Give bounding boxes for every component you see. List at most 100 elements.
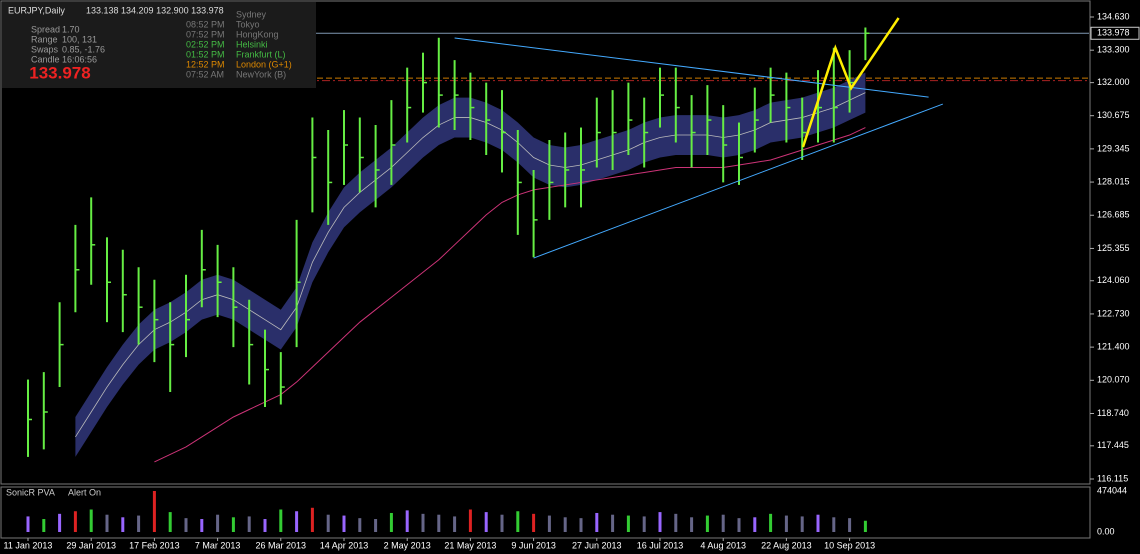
volume-title: SonicR PVA [6,487,55,497]
info-value: 0.85, -1.76 [62,44,105,54]
y-tick-label: 134.630 [1097,11,1130,21]
info-value: 1.70 [62,24,80,34]
volume-bar [358,518,362,532]
volume-bar [437,514,441,532]
volume-bar [800,516,804,532]
volume-bar [674,513,678,532]
volume-bar [532,513,536,532]
x-tick-label: 4 Aug 2013 [700,540,746,550]
x-tick-label: 26 Mar 2013 [256,540,307,550]
x-tick-label: 29 Jan 2013 [66,540,116,550]
trendline [533,103,943,259]
info-label: Candle [31,54,60,64]
volume-bar [705,515,709,532]
volume-bar [658,512,662,532]
y-tick-label: 122.730 [1097,308,1130,318]
info-value: 100, 131 [62,34,97,44]
volume-bar [816,514,820,532]
volume-bar [832,517,836,532]
session-time: 07:52 AM [186,69,224,79]
volume-bar [58,513,62,532]
volume-bar [516,511,520,532]
ohlc-header: 133.138 134.209 132.900 133.978 [86,5,224,15]
volume-bar [863,520,867,532]
volume-bar [326,514,330,532]
session-name: Sydney [236,9,267,19]
volume-bar [152,491,156,532]
volume-bar [595,512,599,532]
session-name: Helsinki [236,39,268,49]
volume-bar [642,516,646,532]
volume-bar [137,515,141,532]
volume-bar [453,516,457,532]
volume-bar [468,509,472,532]
x-tick-label: 14 Apr 2013 [320,540,369,550]
y-tick-label: 121.400 [1097,341,1130,351]
x-axis-strip [0,539,1090,554]
y-tick-label: 120.070 [1097,375,1130,385]
price-frame [0,0,1091,485]
volume-bar [168,512,172,532]
volume-alert: Alert On [68,487,101,497]
volume-bar [231,517,235,532]
volume-tick-label: 0.00 [1097,526,1115,536]
session-time: 12:52 PM [186,59,225,69]
x-tick-label: 9 Jun 2013 [511,540,556,550]
info-label: Swaps [31,44,59,54]
session-time: 07:52 PM [186,29,225,39]
volume-bar [484,512,488,532]
volume-bar [690,517,694,532]
session-time: 02:52 PM [186,39,225,49]
volume-bar [200,519,204,532]
volume-bar [753,517,757,532]
volume-bar [121,517,125,532]
x-tick-label: 2 May 2013 [384,540,431,550]
info-price: 133.978 [29,63,90,82]
volume-bar [216,514,220,532]
session-name: London (G+1) [236,59,292,69]
x-tick-label: 10 Sep 2013 [824,540,875,550]
volume-bar [389,512,393,532]
volume-bar [342,515,346,532]
volume-bar [784,515,788,532]
info-panel: EURJPY,Daily 133.138 134.209 132.900 133… [2,2,316,88]
volume-bar [579,518,583,532]
y-tick-label: 125.355 [1097,243,1130,253]
info-label: Range [31,34,58,44]
volume-bar [421,513,425,532]
session-name: NewYork (B) [236,69,286,79]
info-label: Spread [31,24,60,34]
x-tick-label: 7 Mar 2013 [195,540,241,550]
volume-bar [73,511,77,532]
zigzag [801,17,900,148]
price-tag [1090,26,1140,40]
info-value: 16:06:56 [62,54,97,64]
x-tick-label: 22 Aug 2013 [761,540,812,550]
session-time: 01:52 PM [186,49,225,59]
y-tick-label: 126.685 [1097,210,1130,220]
volume-bar [89,509,93,532]
volume-bar [721,514,725,532]
symbol-title: EURJPY,Daily [8,5,65,15]
y-tick-label: 116.115 [1097,473,1128,483]
volume-bar [263,519,267,532]
volume-bar [310,507,314,532]
volume-bar [247,516,251,532]
session-name: Tokyo [236,19,260,29]
y-tick-label: 117.445 [1097,440,1129,450]
volume-frame [0,486,1091,539]
volume-bar [611,514,615,532]
volume-bar [547,515,551,532]
x-tick-label: 11 Jan 2013 [4,540,53,550]
volume-bar [295,511,299,532]
volume-tick-label: 474044 [1097,485,1127,495]
volume-bar [737,518,741,532]
y-tick-label: 130.675 [1097,110,1130,120]
volume-bar [279,509,283,532]
info-background [2,2,316,88]
x-tick-label: 21 May 2013 [444,540,496,550]
y-tick-label: 133.300 [1097,45,1130,55]
